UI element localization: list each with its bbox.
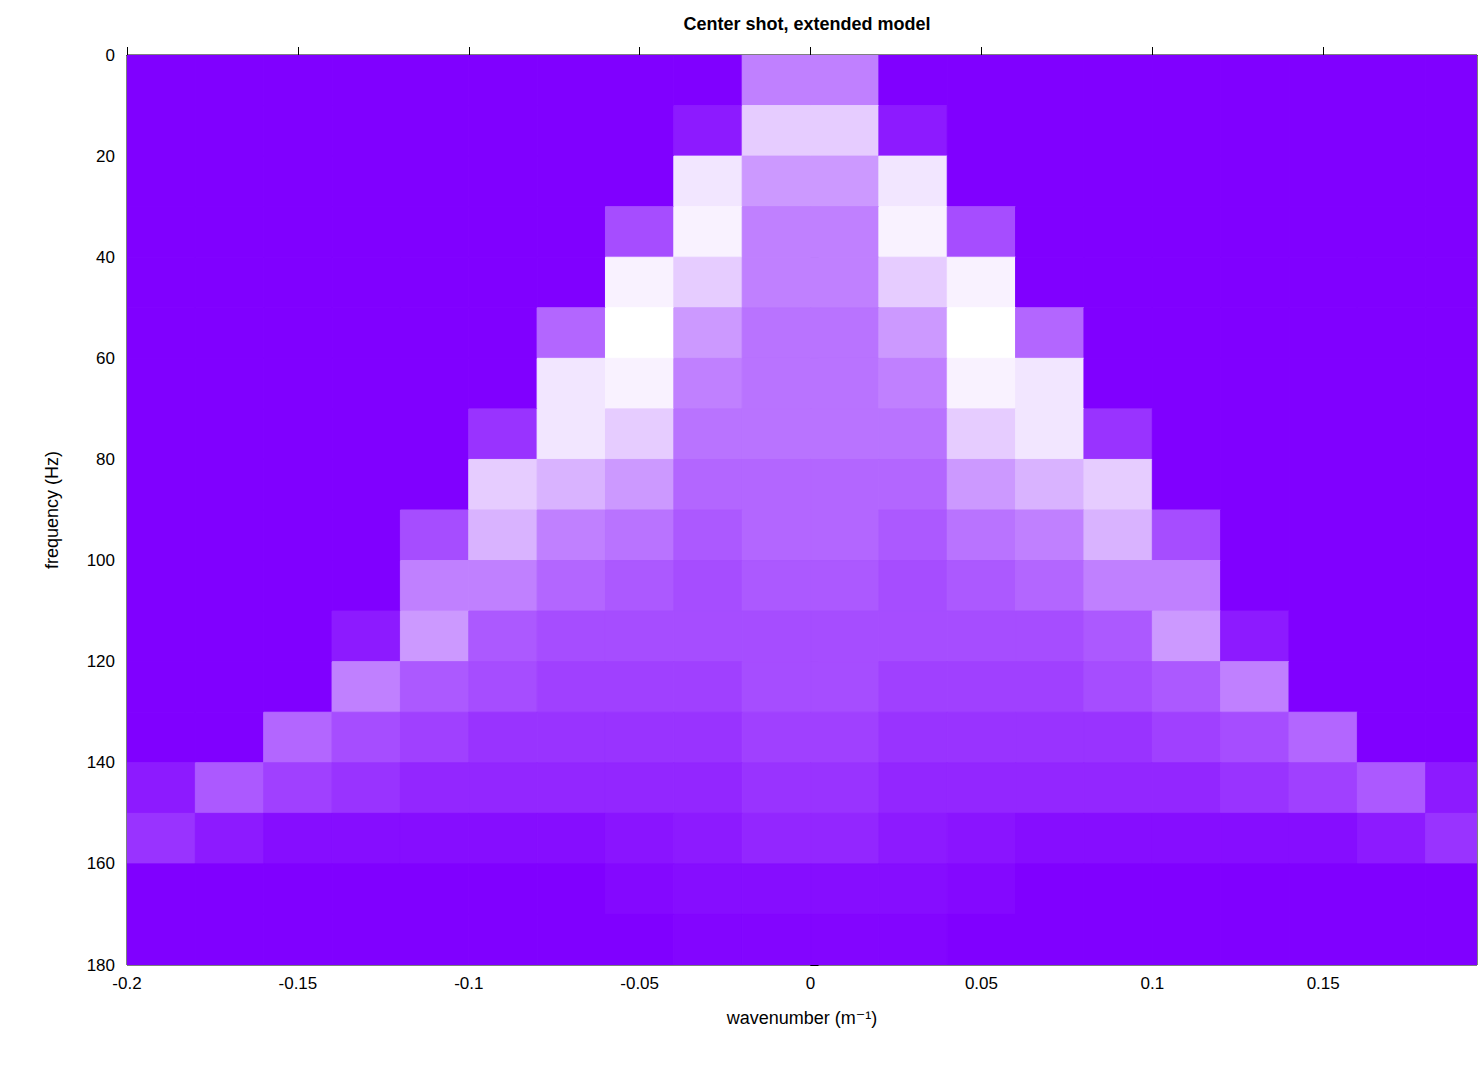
- svg-text:60: 60: [96, 349, 115, 368]
- svg-text:0: 0: [806, 974, 815, 993]
- svg-text:0.05: 0.05: [965, 974, 998, 993]
- svg-text:80: 80: [96, 450, 115, 469]
- svg-text:-0.05: -0.05: [620, 974, 659, 993]
- svg-text:0.1: 0.1: [1140, 974, 1164, 993]
- svg-text:-0.15: -0.15: [279, 974, 318, 993]
- svg-text:140: 140: [87, 753, 115, 772]
- svg-text:40: 40: [96, 248, 115, 267]
- svg-text:0: 0: [106, 46, 115, 65]
- svg-text:frequency (Hz): frequency (Hz): [42, 451, 62, 569]
- svg-text:100: 100: [87, 551, 115, 570]
- svg-text:20: 20: [96, 147, 115, 166]
- svg-text:0.15: 0.15: [1307, 974, 1340, 993]
- svg-text:120: 120: [87, 652, 115, 671]
- svg-text:-0.1: -0.1: [454, 974, 483, 993]
- svg-text:160: 160: [87, 854, 115, 873]
- svg-text:180: 180: [87, 956, 115, 975]
- svg-text:Center shot, extended model: Center shot, extended model: [683, 14, 930, 34]
- svg-text:-0.2: -0.2: [112, 974, 141, 993]
- svg-text:wavenumber (m⁻¹): wavenumber (m⁻¹): [726, 1008, 878, 1028]
